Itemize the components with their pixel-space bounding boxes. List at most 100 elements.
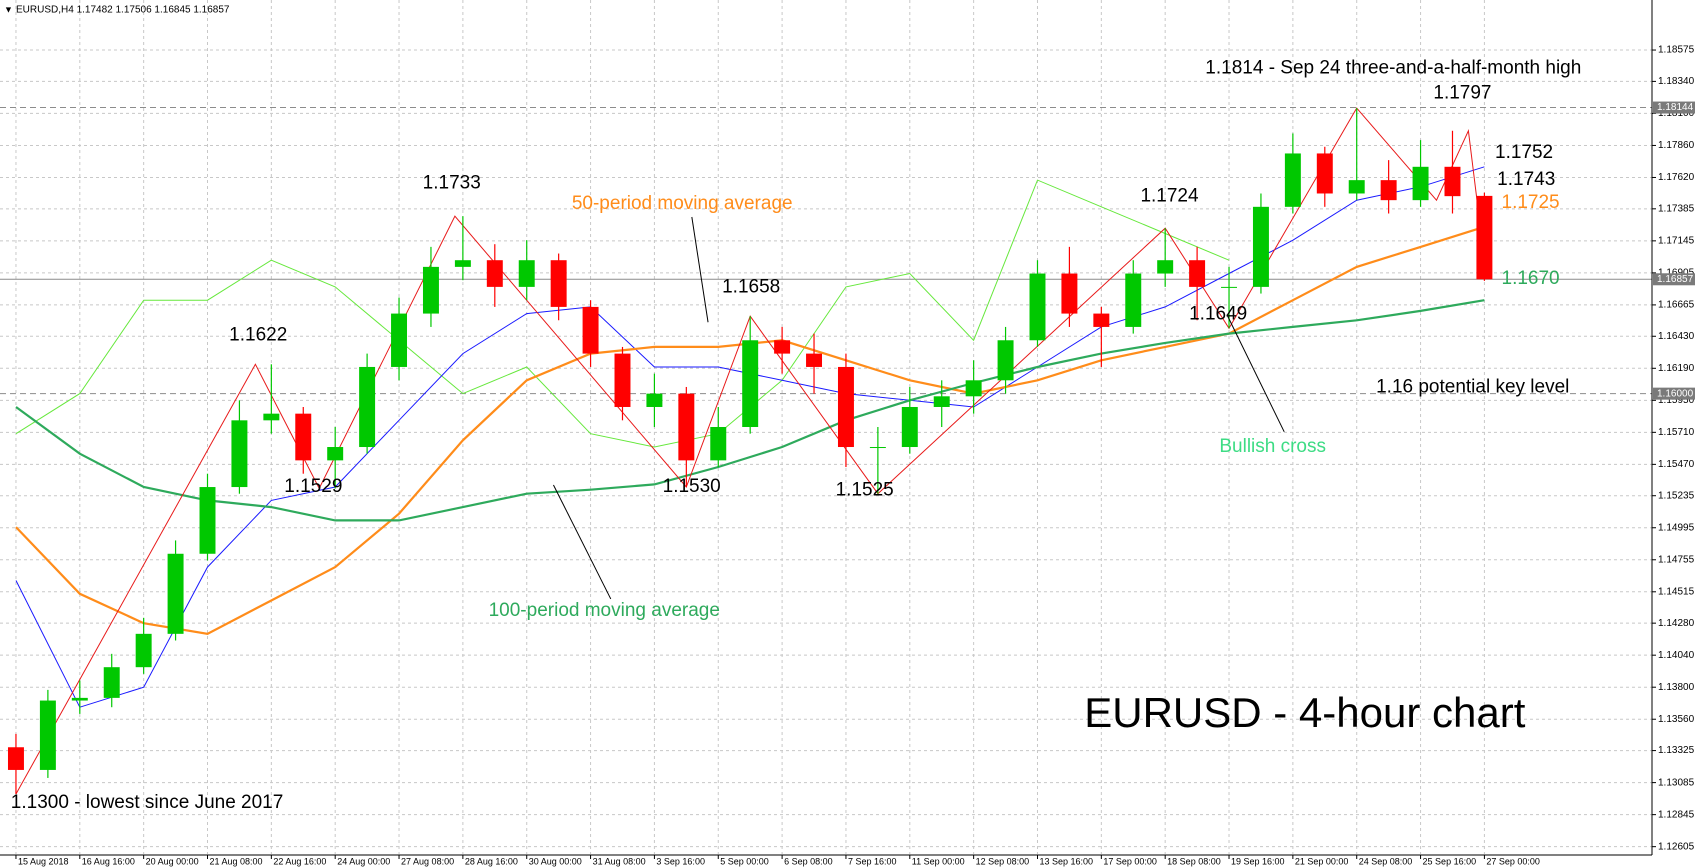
- candle-body: [231, 420, 248, 488]
- overlay-line: [15, 179, 1230, 448]
- annotation: 1.1752: [1495, 142, 1553, 163]
- candle-body: [1221, 286, 1238, 288]
- header-arrow: ▼: [4, 4, 13, 14]
- x-tick-label: 16 Aug 16:00: [82, 856, 135, 866]
- overlay-line: [15, 299, 1485, 522]
- y-tick-label: 1.15950: [1658, 395, 1695, 406]
- candle-body: [39, 700, 56, 770]
- annotation: 1.1670: [1502, 268, 1560, 289]
- annotation: 100-period moving average: [489, 600, 720, 621]
- candle-body: [710, 427, 727, 461]
- annotation: 1.1658: [722, 277, 780, 298]
- candle-body: [837, 366, 854, 448]
- candle-body: [614, 353, 631, 407]
- candle-body: [1316, 153, 1333, 194]
- candle-body: [263, 413, 280, 421]
- candle-body: [103, 667, 120, 698]
- axis-labels: 1.18575 1.18340 1.18100 1.17860 1.17620 1.173…: [15, 45, 1695, 866]
- y-tick-label: 1.16905: [1658, 268, 1695, 279]
- x-tick-label: 5 Sep 00:00: [720, 856, 769, 866]
- y-tick-label: 1.13560: [1658, 714, 1695, 725]
- candle-body: [1093, 313, 1110, 327]
- annotation: 1.1529: [284, 476, 342, 497]
- candle-body: [678, 393, 695, 461]
- x-tick-label: 24 Sep 08:00: [1359, 856, 1413, 866]
- candle-body: [486, 260, 503, 287]
- candle-body: [7, 747, 24, 770]
- x-tick-label: 6 Sep 08:00: [784, 856, 833, 866]
- price-label: 1.18144: [1657, 102, 1694, 113]
- annotation: 1.1724: [1140, 185, 1199, 206]
- candle-body: [1125, 273, 1142, 327]
- y-tick-label: 1.18100: [1658, 108, 1695, 119]
- candle-body: [295, 413, 312, 461]
- y-tick-label: 1.17385: [1658, 203, 1695, 214]
- annotation: 1.1743: [1497, 169, 1555, 190]
- y-tick-label: 1.17620: [1658, 172, 1695, 183]
- chart-title: EURUSD - 4-hour chart: [1084, 689, 1525, 736]
- candle-body: [901, 406, 918, 448]
- y-tick-label: 1.17860: [1658, 140, 1695, 151]
- price-box: [1653, 101, 1695, 114]
- y-tick-label: 1.16430: [1658, 331, 1695, 342]
- candle-body: [327, 447, 344, 461]
- y-tick-label: 1.17145: [1658, 235, 1695, 246]
- x-tick-label: 7 Sep 16:00: [848, 856, 897, 866]
- candle-body: [135, 633, 152, 668]
- x-tick-label: 17 Sep 00:00: [1103, 856, 1157, 866]
- annotation: 1.1525: [836, 479, 894, 500]
- annotation: 1.1814 - Sep 24 three-and-a-half-month h…: [1205, 57, 1581, 78]
- y-tick-label: 1.14995: [1658, 522, 1695, 533]
- x-tick-label: 20 Aug 00:00: [146, 856, 199, 866]
- x-tick-label: 12 Sep 08:00: [976, 856, 1030, 866]
- y-tick-label: 1.18340: [1658, 76, 1695, 87]
- candle-body: [1348, 180, 1365, 194]
- candle-body: [965, 380, 982, 397]
- candle-body: [550, 260, 567, 307]
- annotation: 1.1733: [423, 172, 481, 193]
- x-tick-label: 21 Aug 08:00: [209, 856, 262, 866]
- x-tick-label: 25 Sep 16:00: [1423, 856, 1477, 866]
- x-tick-label: 15 Aug 2018: [18, 856, 69, 866]
- price-label: 1.16000: [1657, 388, 1694, 399]
- candle-body: [391, 313, 408, 367]
- annotations: 1.1814 - Sep 24 three-and-a-half-month h…: [11, 57, 1582, 813]
- header: EURUSD,H4 1.17482 1.17506 1.16845 1.1685…: [16, 5, 230, 16]
- y-tick-label: 1.15470: [1658, 459, 1695, 470]
- x-tick-label: 31 Aug 08:00: [593, 856, 646, 866]
- x-tick-label: 24 Aug 00:00: [337, 856, 390, 866]
- x-tick-label: 30 Aug 00:00: [529, 856, 582, 866]
- candle-body: [933, 396, 950, 407]
- x-tick-label: 13 Sep 16:00: [1039, 856, 1093, 866]
- y-tick-label: 1.13800: [1658, 682, 1695, 693]
- y-tick-label: 1.18575: [1658, 45, 1695, 56]
- annotation: 1.1797: [1433, 82, 1491, 103]
- candle-body: [1157, 260, 1174, 274]
- pointer-line: [1226, 314, 1285, 433]
- candle-body: [869, 447, 886, 449]
- x-tick-label: 19 Sep 16:00: [1231, 856, 1285, 866]
- candle-body: [806, 353, 823, 367]
- candle-body: [582, 306, 599, 354]
- y-tick-label: 1.16665: [1658, 300, 1695, 311]
- x-tick-label: 21 Sep 00:00: [1295, 856, 1349, 866]
- plot: [7, 107, 1493, 795]
- annotation: 1.1725: [1502, 192, 1560, 213]
- candle-body: [454, 260, 471, 267]
- y-tick-label: 1.15235: [1658, 490, 1695, 501]
- candle-body: [774, 340, 791, 354]
- price-box: [1653, 273, 1695, 286]
- annotation: 1.1649: [1189, 304, 1247, 325]
- candle-body: [646, 393, 663, 407]
- candle-body: [1189, 260, 1206, 287]
- y-tick-label: 1.13325: [1658, 745, 1695, 756]
- candle-body: [518, 260, 535, 287]
- annotation: 50-period moving average: [572, 193, 793, 214]
- candle-body: [1284, 153, 1301, 207]
- candle-body: [1476, 195, 1493, 280]
- y-tick-label: 1.14755: [1658, 554, 1695, 565]
- x-tick-label: 28 Aug 16:00: [465, 856, 518, 866]
- y-tick-label: 1.12845: [1658, 809, 1695, 820]
- y-tick-label: 1.14515: [1658, 586, 1695, 597]
